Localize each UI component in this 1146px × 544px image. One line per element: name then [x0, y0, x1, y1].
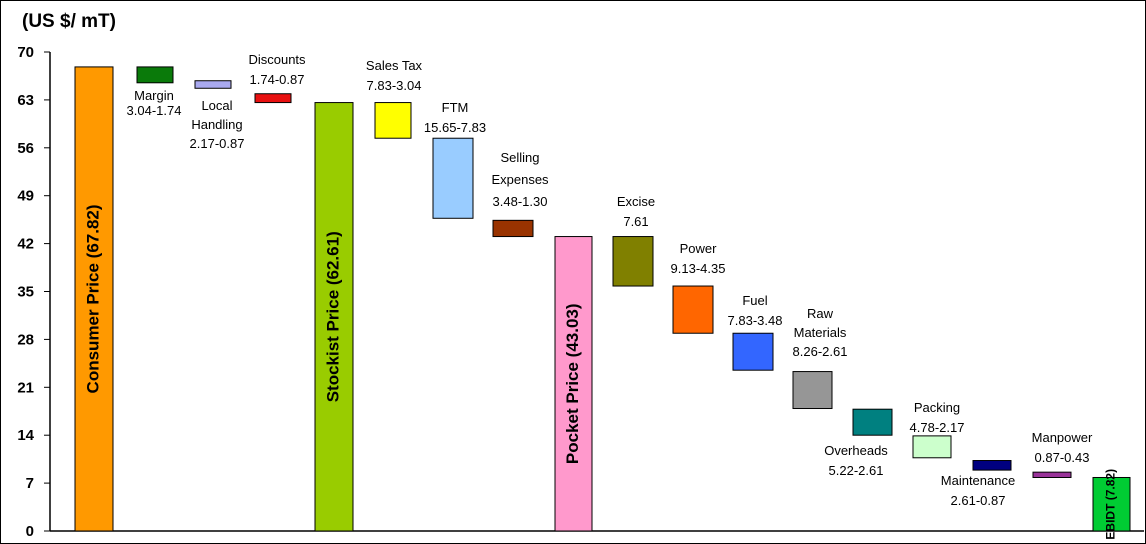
step-annotation: 2.17-0.87	[190, 136, 245, 151]
step-annotation: 0.87-0.43	[1035, 450, 1090, 465]
step-annotation: 4.78-2.17	[910, 420, 965, 435]
step-bar	[612, 236, 654, 287]
total-bar-label: Consumer Price (67.82)	[83, 204, 102, 393]
y-tick-label: 7	[26, 475, 34, 492]
total-bar-label: EBIDT (7.82)	[1104, 469, 1118, 540]
step-annotation: Local	[201, 98, 232, 113]
step-annotation: Power	[680, 241, 718, 256]
y-tick-label: 49	[17, 188, 34, 205]
step-annotation: Selling	[500, 150, 539, 165]
step-annotation: Packing	[914, 400, 960, 415]
step-bar	[1032, 471, 1072, 478]
step-annotation: 5.22-2.61	[829, 463, 884, 478]
step-bar	[194, 80, 232, 89]
y-tick-label: 56	[17, 140, 34, 157]
step-annotation: FTM	[442, 100, 469, 115]
step-annotation: Manpower	[1032, 430, 1093, 445]
step-bar	[432, 137, 474, 219]
step-bar	[912, 435, 952, 459]
step-annotation: Excise	[617, 194, 655, 209]
step-annotation: 7.61	[623, 214, 648, 229]
step-annotation: Overheads	[824, 443, 888, 458]
step-bar	[732, 332, 774, 371]
total-bar-label: Pocket Price (43.03)	[563, 303, 582, 464]
step-annotation: 3.04-1.74	[127, 103, 182, 118]
step-annotation: 3.48-1.30	[493, 194, 548, 209]
step-annotation: Expenses	[491, 172, 549, 187]
step-annotation: 7.83-3.04	[367, 78, 422, 93]
y-tick-label: 14	[17, 427, 34, 444]
y-axis-unit-label: (US $/ mT)	[22, 11, 116, 32]
step-annotation: Handling	[191, 117, 242, 132]
step-bar	[374, 102, 412, 139]
y-tick-label: 0	[26, 523, 34, 540]
step-annotation: Materials	[794, 325, 847, 340]
step-bar	[136, 66, 174, 84]
step-annotation: Sales Tax	[366, 58, 423, 73]
y-tick-label: 21	[17, 379, 34, 396]
y-tick-label: 70	[17, 44, 34, 61]
step-bar	[972, 460, 1012, 471]
step-annotation: 15.65-7.83	[424, 120, 486, 135]
y-tick-label: 42	[17, 236, 34, 253]
step-bar	[792, 371, 833, 410]
step-bar	[254, 93, 292, 104]
step-annotation: 8.26-2.61	[793, 344, 848, 359]
step-annotation: Fuel	[742, 293, 767, 308]
step-annotation: Discounts	[248, 52, 306, 67]
total-bar	[74, 66, 114, 532]
step-annotation: 9.13-4.35	[671, 261, 726, 276]
step-bar	[672, 285, 714, 334]
step-annotation: Margin	[134, 88, 174, 103]
step-annotation: Maintenance	[941, 473, 1015, 488]
y-tick-label: 35	[17, 284, 34, 301]
step-annotation: 7.83-3.48	[728, 313, 783, 328]
total-bar	[554, 236, 593, 532]
step-annotation: 1.74-0.87	[250, 72, 305, 87]
y-tick-label: 28	[17, 331, 34, 348]
total-bar-label: Stockist Price (62.61)	[323, 231, 342, 402]
step-bar	[492, 219, 534, 238]
total-bar	[314, 102, 354, 532]
total-bar	[1092, 476, 1131, 532]
y-tick-label: 63	[17, 92, 34, 109]
step-annotation: Raw	[807, 306, 834, 321]
step-bar	[852, 408, 893, 436]
step-annotation: 2.61-0.87	[951, 493, 1006, 508]
